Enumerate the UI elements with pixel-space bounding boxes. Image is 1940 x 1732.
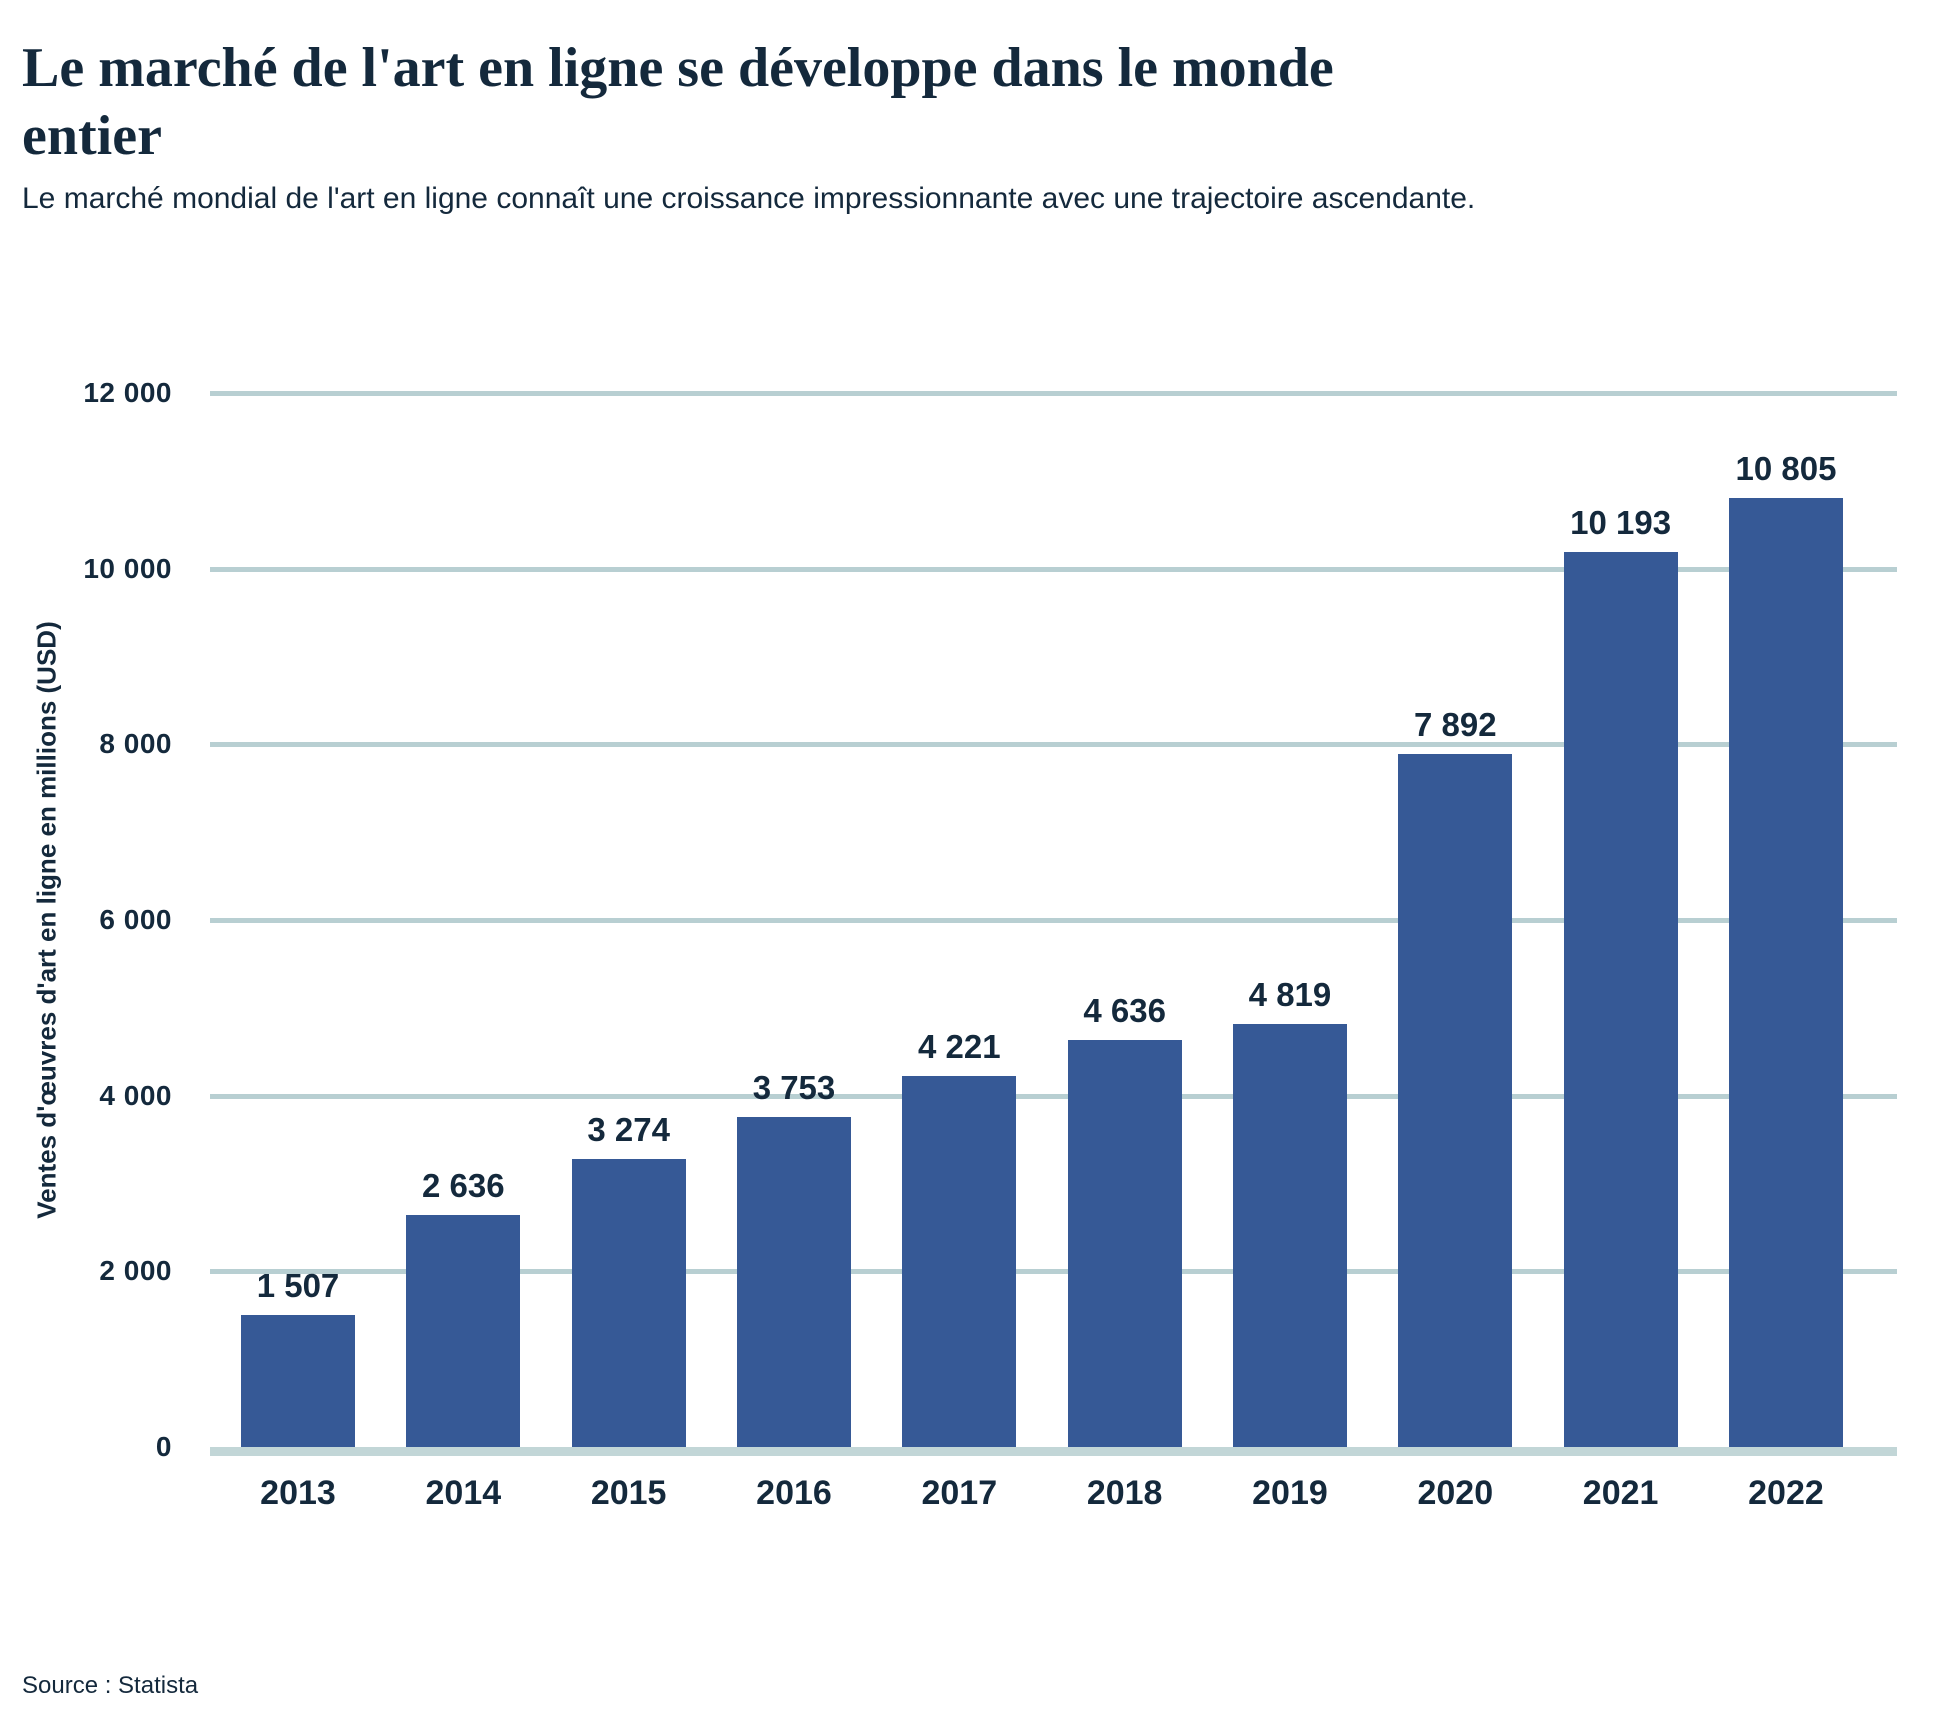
y-tick-label: 4 000 bbox=[99, 1079, 172, 1111]
bar bbox=[241, 1315, 355, 1447]
x-tick-label: 2021 bbox=[1582, 1474, 1659, 1512]
page-title-line-1: Le marché de l'art en ligne se développe… bbox=[22, 36, 1334, 99]
y-tick-label: 2 000 bbox=[99, 1255, 172, 1287]
source-label: Source : Statista bbox=[22, 1672, 199, 1699]
gridline bbox=[210, 1269, 1897, 1275]
x-tick-label: 2018 bbox=[1086, 1474, 1163, 1512]
bar bbox=[736, 1117, 851, 1447]
bar bbox=[1067, 1040, 1182, 1447]
bar-value-label: 10 805 bbox=[1735, 450, 1837, 487]
bar bbox=[1398, 754, 1513, 1447]
x-tick-label: 2015 bbox=[590, 1474, 667, 1512]
bar bbox=[902, 1076, 1017, 1447]
gridline bbox=[210, 391, 1897, 396]
bar-value-label: 10 193 bbox=[1570, 504, 1672, 541]
y-tick-label: 6 000 bbox=[99, 904, 172, 935]
y-tick-label: 0 bbox=[155, 1431, 172, 1462]
x-tick-label: 2016 bbox=[756, 1474, 832, 1512]
bar bbox=[406, 1215, 521, 1447]
bar-value-label: 4 221 bbox=[918, 1028, 1001, 1065]
gridline bbox=[210, 566, 1897, 572]
gridline bbox=[210, 1093, 1897, 1099]
bar-value-label: 2 636 bbox=[422, 1167, 505, 1204]
bar-value-label: 4 636 bbox=[1083, 992, 1166, 1029]
x-tick-label: 2020 bbox=[1417, 1474, 1494, 1512]
bar-value-label: 7 892 bbox=[1414, 706, 1497, 743]
page-title-line-2: entier bbox=[22, 104, 162, 167]
plot-area: 0 2 000 4 000 6 000 8 000 10 000 12 000 1 507 20… bbox=[83, 377, 1897, 1512]
bar bbox=[1728, 498, 1843, 1447]
x-tick-label: 2013 bbox=[260, 1474, 336, 1512]
x-axis-line bbox=[210, 1447, 1897, 1456]
bar-value-label: 1 507 bbox=[256, 1267, 340, 1304]
bar-value-label: 4 819 bbox=[1248, 976, 1332, 1013]
bar-value-label: 3 753 bbox=[752, 1069, 836, 1106]
x-tick-label: 2022 bbox=[1748, 1474, 1824, 1512]
page-subtitle: Le marché mondial de l'art en ligne conn… bbox=[22, 182, 1476, 215]
bar bbox=[1563, 552, 1678, 1447]
x-tick-label: 2019 bbox=[1252, 1474, 1328, 1512]
y-tick-label: 12 000 bbox=[83, 377, 172, 408]
x-tick-label: 2014 bbox=[425, 1474, 502, 1512]
gridline bbox=[210, 742, 1897, 748]
bar bbox=[571, 1159, 686, 1447]
page-title: Le marché de l'art en ligne se développe… bbox=[22, 34, 1622, 170]
bar-value-label: 3 274 bbox=[587, 1111, 670, 1148]
y-tick-label: 10 000 bbox=[83, 552, 172, 584]
bar bbox=[1232, 1024, 1347, 1447]
y-tick-label: 8 000 bbox=[99, 728, 172, 760]
gridline bbox=[210, 918, 1897, 923]
x-tick-label: 2017 bbox=[921, 1474, 998, 1512]
